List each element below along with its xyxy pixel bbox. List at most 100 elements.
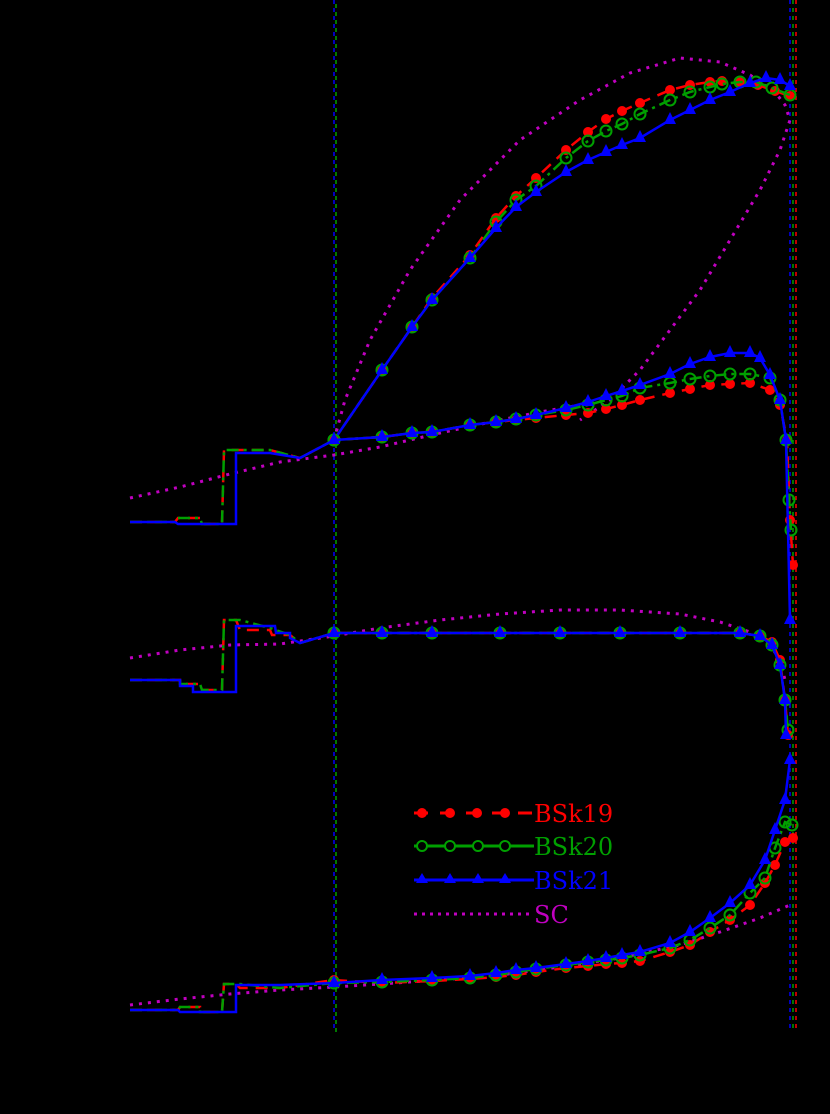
legend-entry-sc: SC	[414, 901, 569, 929]
filled-triangle-marker-icon	[444, 873, 456, 883]
filled-triangle-marker-icon	[704, 910, 716, 922]
filled-circle-marker-icon	[788, 833, 798, 843]
series-line-sc	[332, 56, 792, 441]
open-circle-marker-icon	[416, 840, 428, 852]
filled-triangle-marker-icon	[600, 388, 612, 400]
filled-circle-marker-icon	[417, 808, 427, 818]
panel-1-upper-branch	[327, 56, 797, 447]
filled-circle-marker-icon	[617, 400, 627, 410]
filled-circle-marker-icon	[635, 98, 645, 108]
filled-triangle-marker-icon	[744, 75, 756, 87]
open-circle-marker-icon	[715, 77, 729, 91]
open-circle-marker-icon	[499, 840, 511, 852]
legend-entry-bsk19: BSk19	[414, 800, 613, 828]
filled-triangle-marker-icon	[754, 350, 766, 362]
filled-triangle-marker-icon	[784, 752, 796, 764]
filled-triangle-marker-icon	[759, 852, 771, 864]
filled-triangle-marker-icon	[724, 345, 736, 357]
filled-triangle-marker-icon	[600, 144, 612, 156]
filled-triangle-marker-icon	[328, 625, 340, 637]
open-circle-marker-icon	[723, 908, 737, 922]
open-circle-marker-icon	[778, 815, 792, 829]
filled-circle-marker-icon	[491, 213, 501, 223]
filled-circle-marker-icon	[745, 900, 755, 910]
filled-triangle-marker-icon	[779, 792, 791, 804]
filled-triangle-marker-icon	[582, 394, 594, 406]
filled-triangle-marker-icon	[784, 78, 796, 90]
filled-triangle-marker-icon	[530, 960, 542, 972]
legend-label-sc: SC	[534, 901, 569, 929]
panel-2	[129, 608, 795, 740]
filled-triangle-marker-icon	[704, 349, 716, 361]
filled-triangle-marker-icon	[664, 366, 676, 378]
filled-triangle-marker-icon	[684, 102, 696, 114]
filled-triangle-marker-icon	[684, 356, 696, 368]
filled-triangle-marker-icon	[530, 184, 542, 196]
legend-label-bsk19: BSk19	[534, 800, 613, 828]
filled-triangle-marker-icon	[464, 968, 476, 980]
filled-circle-marker-icon	[635, 395, 645, 405]
filled-triangle-marker-icon	[582, 152, 594, 164]
panel-1-lower-branch	[129, 345, 798, 624]
filled-circle-marker-icon	[665, 388, 675, 398]
legend-entry-bsk21: BSk21	[414, 867, 613, 895]
open-circle-marker-icon	[683, 85, 697, 99]
filled-triangle-marker-icon	[406, 319, 418, 331]
filled-triangle-marker-icon	[780, 727, 792, 739]
filled-triangle-marker-icon	[560, 164, 572, 176]
filled-triangle-marker-icon	[734, 625, 746, 637]
filled-triangle-marker-icon	[764, 367, 776, 379]
filled-circle-marker-icon	[770, 86, 780, 96]
open-circle-marker-icon	[703, 921, 717, 935]
open-circle-marker-icon	[599, 124, 613, 138]
filled-triangle-marker-icon	[774, 72, 786, 84]
filled-triangle-marker-icon	[464, 250, 476, 262]
open-circle-marker-icon	[758, 871, 772, 885]
filled-triangle-marker-icon	[426, 424, 438, 436]
filled-circle-marker-icon	[665, 947, 675, 957]
filled-triangle-marker-icon	[634, 377, 646, 389]
filled-triangle-marker-icon	[634, 130, 646, 142]
filled-triangle-marker-icon	[472, 873, 484, 883]
filled-triangle-marker-icon	[494, 625, 506, 637]
filled-triangle-marker-icon	[744, 345, 756, 357]
filled-triangle-marker-icon	[328, 432, 340, 444]
filled-triangle-marker-icon	[766, 637, 778, 649]
filled-triangle-marker-icon	[724, 895, 736, 907]
filled-triangle-marker-icon	[510, 199, 522, 211]
filled-triangle-marker-icon	[376, 362, 388, 374]
filled-triangle-marker-icon	[490, 414, 502, 426]
open-circle-marker-icon	[683, 372, 697, 386]
open-circle-marker-icon	[723, 367, 737, 381]
filled-triangle-marker-icon	[774, 392, 786, 404]
filled-circle-marker-icon	[617, 106, 627, 116]
filled-triangle-marker-icon	[616, 137, 628, 149]
filled-circle-marker-icon	[770, 860, 780, 870]
filled-triangle-marker-icon	[704, 92, 716, 104]
filled-circle-marker-icon	[665, 85, 675, 95]
open-circle-marker-icon	[785, 818, 799, 832]
open-circle-marker-icon	[784, 523, 798, 537]
filled-triangle-marker-icon	[754, 628, 766, 640]
filled-triangle-marker-icon	[426, 970, 438, 982]
filled-triangle-marker-icon	[664, 112, 676, 124]
series-line-sc	[129, 903, 791, 1007]
filled-triangle-marker-icon	[724, 84, 736, 96]
filled-triangle-marker-icon	[769, 822, 781, 834]
filled-triangle-marker-icon	[774, 657, 786, 669]
filled-triangle-marker-icon	[784, 612, 796, 624]
open-circle-marker-icon	[765, 81, 779, 95]
filled-triangle-marker-icon	[328, 975, 340, 987]
filled-triangle-marker-icon	[490, 965, 502, 977]
filled-triangle-marker-icon	[554, 625, 566, 637]
filled-circle-marker-icon	[472, 808, 482, 818]
filled-triangle-marker-icon	[744, 877, 756, 889]
filled-circle-marker-icon	[583, 127, 593, 137]
filled-triangle-marker-icon	[376, 972, 388, 984]
open-circle-marker-icon	[703, 369, 717, 383]
filled-triangle-marker-icon	[616, 383, 628, 395]
filled-triangle-marker-icon	[530, 407, 542, 419]
filled-triangle-marker-icon	[426, 625, 438, 637]
